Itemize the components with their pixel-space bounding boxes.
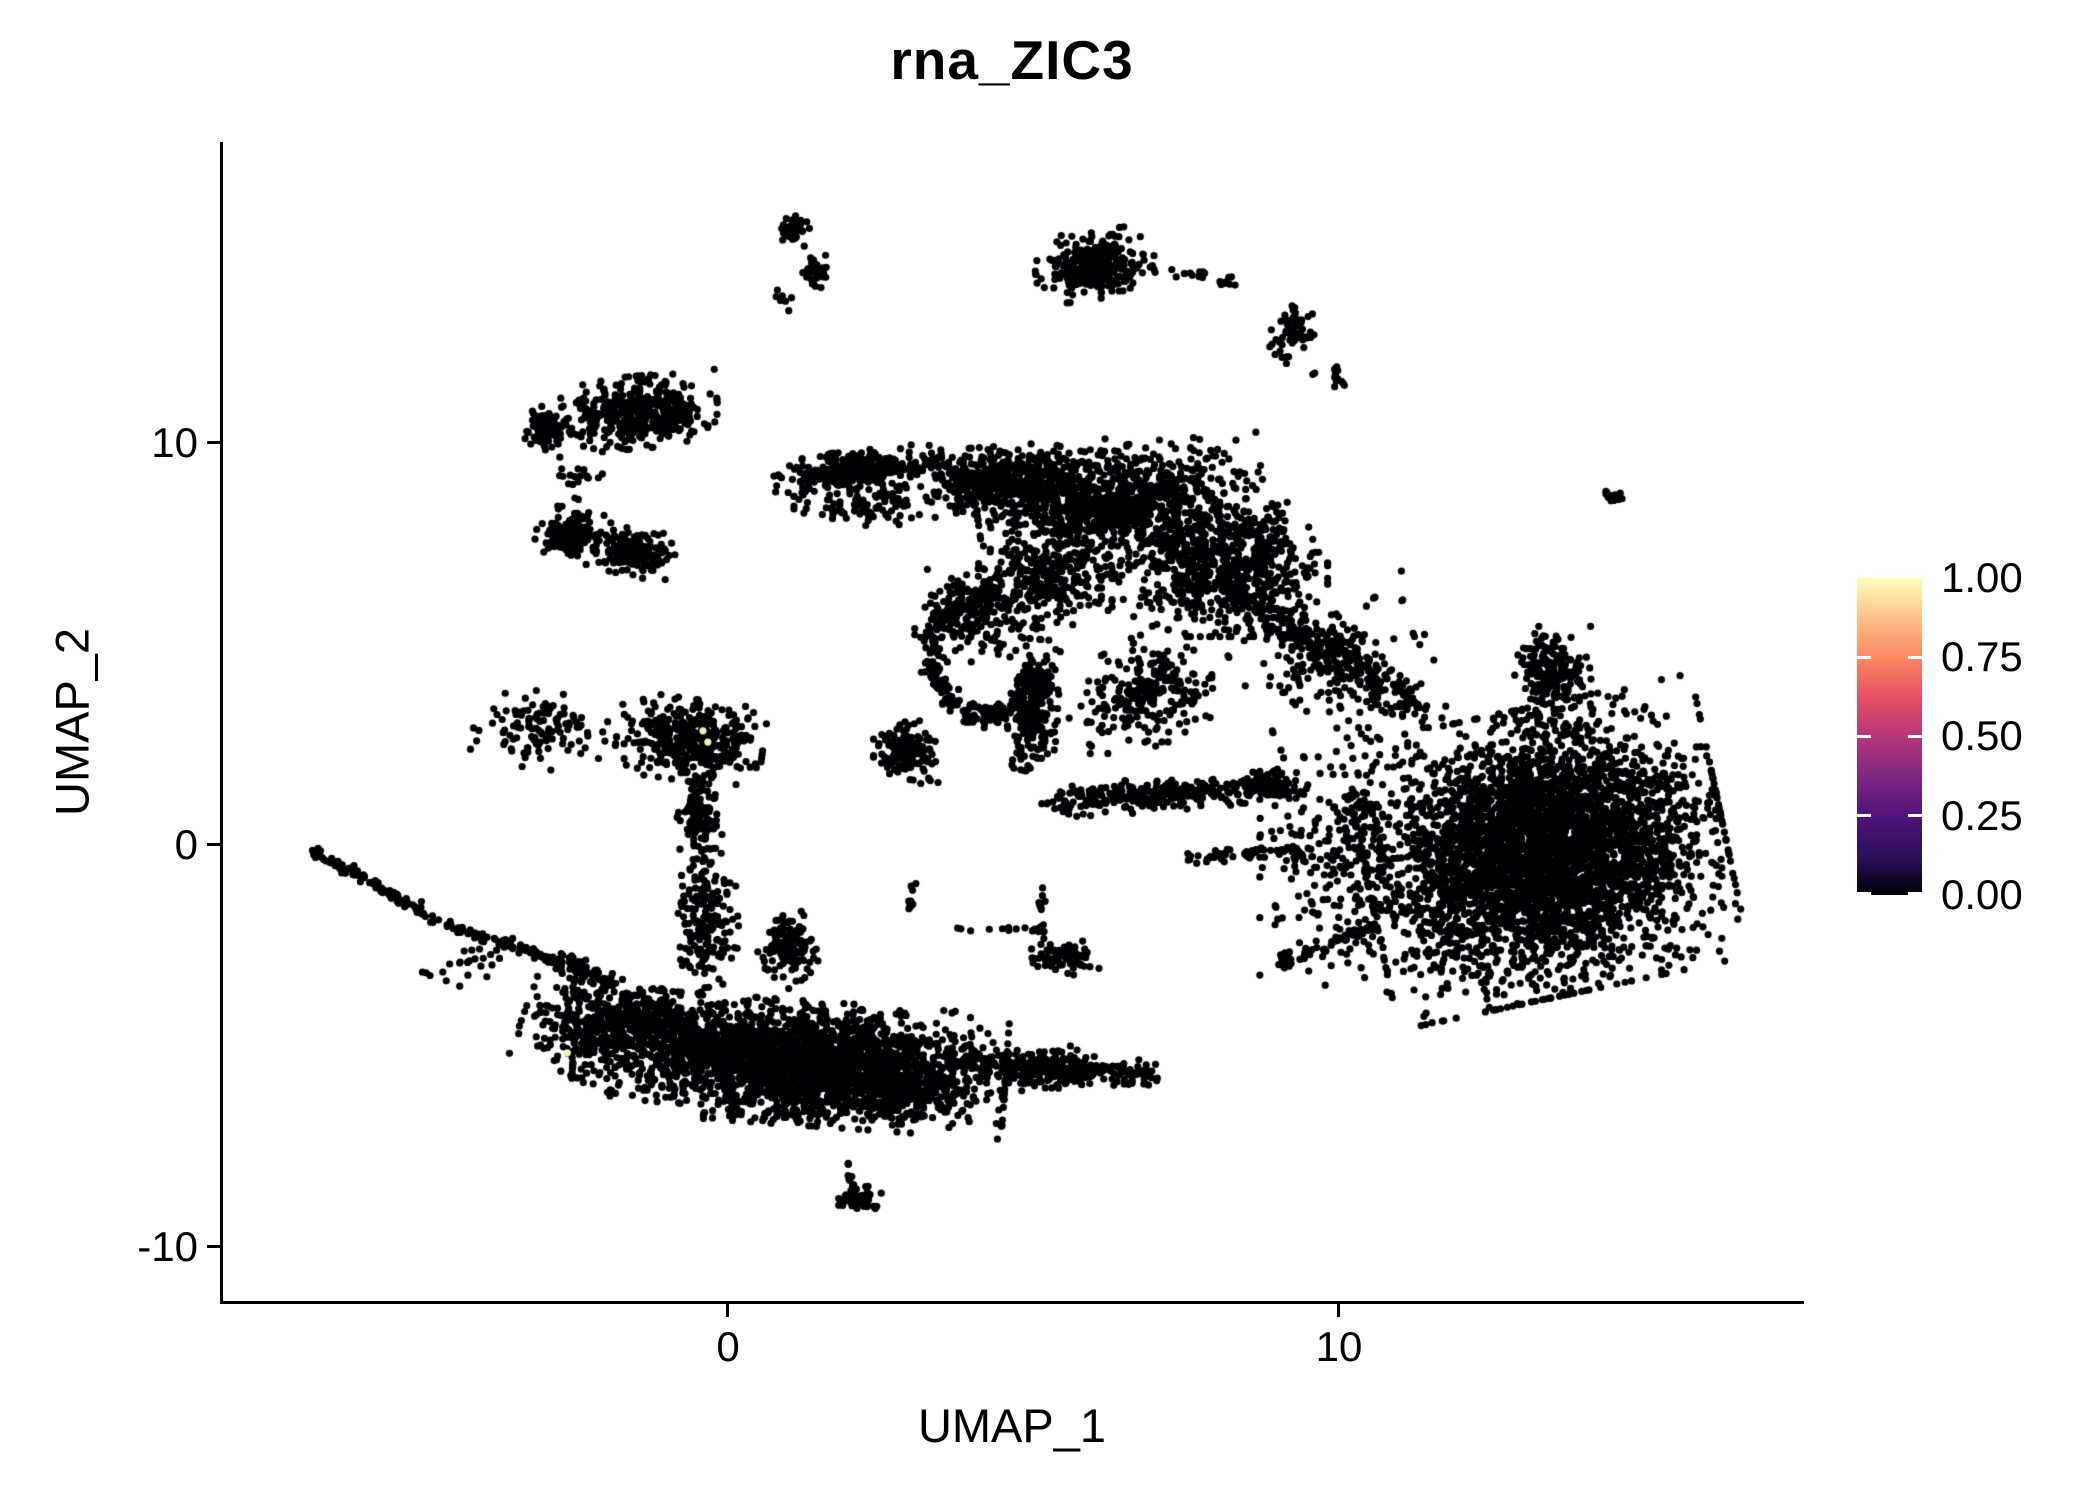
y-tick-label-0: 0: [174, 821, 198, 868]
y-tick-mark-10: [207, 441, 220, 444]
x-axis-line: [220, 1301, 1804, 1304]
colorbar-tick-075-right: [1908, 656, 1922, 659]
colorbar-tick-000-right: [1908, 892, 1922, 895]
colorbar-tick-025-right: [1908, 814, 1922, 817]
y-axis-line: [220, 142, 223, 1304]
colorbar-tick-000-left: [1857, 892, 1871, 895]
legend-label-100: 1.00: [1941, 554, 2023, 601]
y-tick-label-neg10: -10: [137, 1223, 198, 1270]
y-tick-mark-0: [207, 843, 220, 846]
colorbar-tick-050-right: [1908, 735, 1922, 738]
legend-label-075: 0.75: [1941, 633, 2023, 680]
x-axis-title: UMAP_1: [917, 1399, 1107, 1452]
y-tick-mark-neg10: [207, 1245, 220, 1248]
plot-title: rna_ZIC3: [890, 29, 1134, 91]
colorbar-tick-050-left: [1857, 735, 1871, 738]
legend-label-050: 0.50: [1941, 712, 2023, 759]
colorbar-tick-075-left: [1857, 656, 1871, 659]
legend-label-025: 0.25: [1941, 792, 2023, 839]
x-tick-label-0: 0: [716, 1323, 740, 1370]
x-tick-mark-10: [1337, 1304, 1340, 1317]
x-tick-mark-0: [726, 1304, 729, 1317]
legend-colorbar: [1857, 578, 1922, 895]
x-tick-label-10: 10: [1315, 1323, 1363, 1370]
y-tick-label-10: 10: [151, 419, 198, 466]
y-axis-title: UMAP_2: [45, 627, 99, 817]
legend-label-000: 0.00: [1941, 871, 2023, 918]
colorbar-tick-025-left: [1857, 814, 1871, 817]
